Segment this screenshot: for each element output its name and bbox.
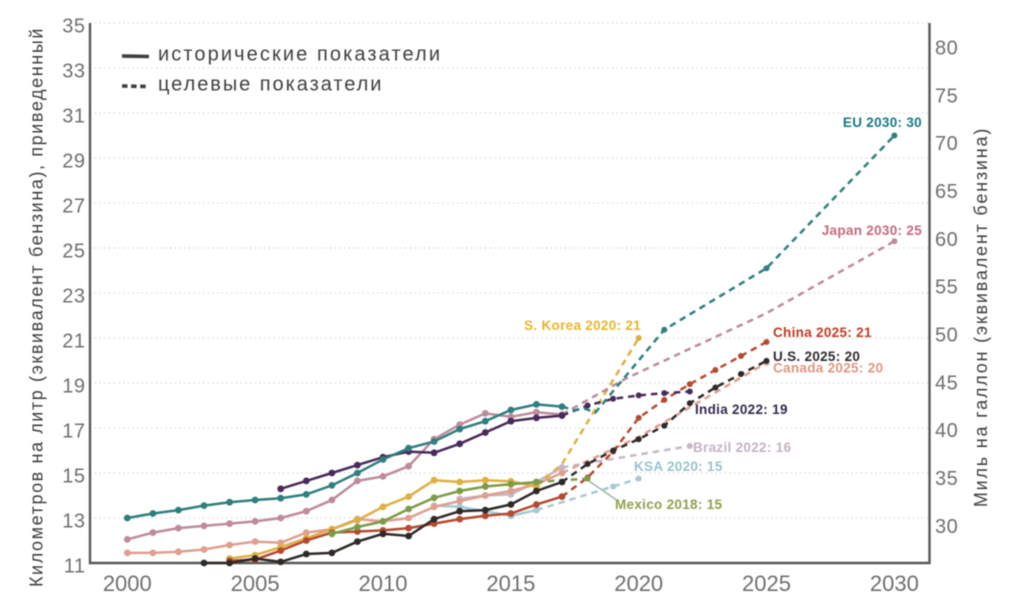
svg-text:S. Korea 2020: 21: S. Korea 2020: 21 (524, 318, 641, 333)
svg-text:Brazil 2022: 16: Brazil 2022: 16 (693, 440, 791, 455)
svg-text:30: 30 (935, 516, 958, 538)
svg-text:25: 25 (62, 240, 85, 262)
svg-text:2005: 2005 (231, 571, 280, 596)
svg-text:15: 15 (62, 465, 85, 487)
svg-text:55: 55 (935, 277, 958, 299)
svg-text:исторические показатели: исторические показатели (158, 44, 442, 66)
svg-text:75: 75 (935, 85, 958, 107)
svg-text:35: 35 (935, 468, 958, 490)
svg-text:13: 13 (62, 510, 85, 532)
svg-text:29: 29 (62, 150, 85, 172)
svg-text:70: 70 (935, 133, 958, 155)
svg-text:19: 19 (62, 375, 85, 397)
svg-text:U.S. 2025: 20: U.S. 2025: 20 (773, 349, 860, 364)
svg-text:50: 50 (935, 325, 958, 347)
svg-text:Километров на литр (эквивалент: Километров на литр (эквивалент бензина),… (27, 27, 47, 587)
svg-text:45: 45 (935, 372, 958, 394)
svg-text:China 2025: 21: China 2025: 21 (773, 325, 872, 340)
svg-text:80: 80 (935, 38, 958, 60)
svg-text:65: 65 (935, 181, 958, 203)
svg-text:31: 31 (62, 105, 85, 127)
svg-text:27: 27 (62, 195, 85, 217)
svg-text:2020: 2020 (614, 571, 663, 596)
svg-text:60: 60 (935, 229, 958, 251)
svg-text:Japan 2030: 25: Japan 2030: 25 (822, 223, 922, 238)
svg-text:2030: 2030 (870, 571, 919, 596)
svg-text:21: 21 (62, 330, 85, 352)
svg-text:2015: 2015 (486, 571, 535, 596)
svg-text:Mexico 2018: 15: Mexico 2018: 15 (615, 497, 723, 512)
svg-text:40: 40 (935, 420, 958, 442)
svg-text:33: 33 (62, 60, 85, 82)
svg-text:KSA 2020: 15: KSA 2020: 15 (634, 459, 723, 474)
svg-text:India 2022: 19: India 2022: 19 (695, 402, 788, 417)
svg-text:Canada 2025: 20: Canada 2025: 20 (773, 361, 883, 376)
svg-text:целевые показатели: целевые показатели (158, 74, 383, 96)
svg-text:11: 11 (64, 555, 86, 577)
svg-text:2010: 2010 (359, 571, 408, 596)
svg-text:Миль на галлон (эквивалент бен: Миль на галлон (эквивалент бензина) (971, 127, 991, 507)
svg-text:35: 35 (62, 15, 85, 37)
svg-text:23: 23 (62, 285, 85, 307)
svg-text:EU 2030: 30: EU 2030: 30 (843, 115, 922, 130)
svg-text:2000: 2000 (103, 571, 152, 596)
svg-text:17: 17 (62, 420, 85, 442)
svg-text:2025: 2025 (742, 571, 791, 596)
